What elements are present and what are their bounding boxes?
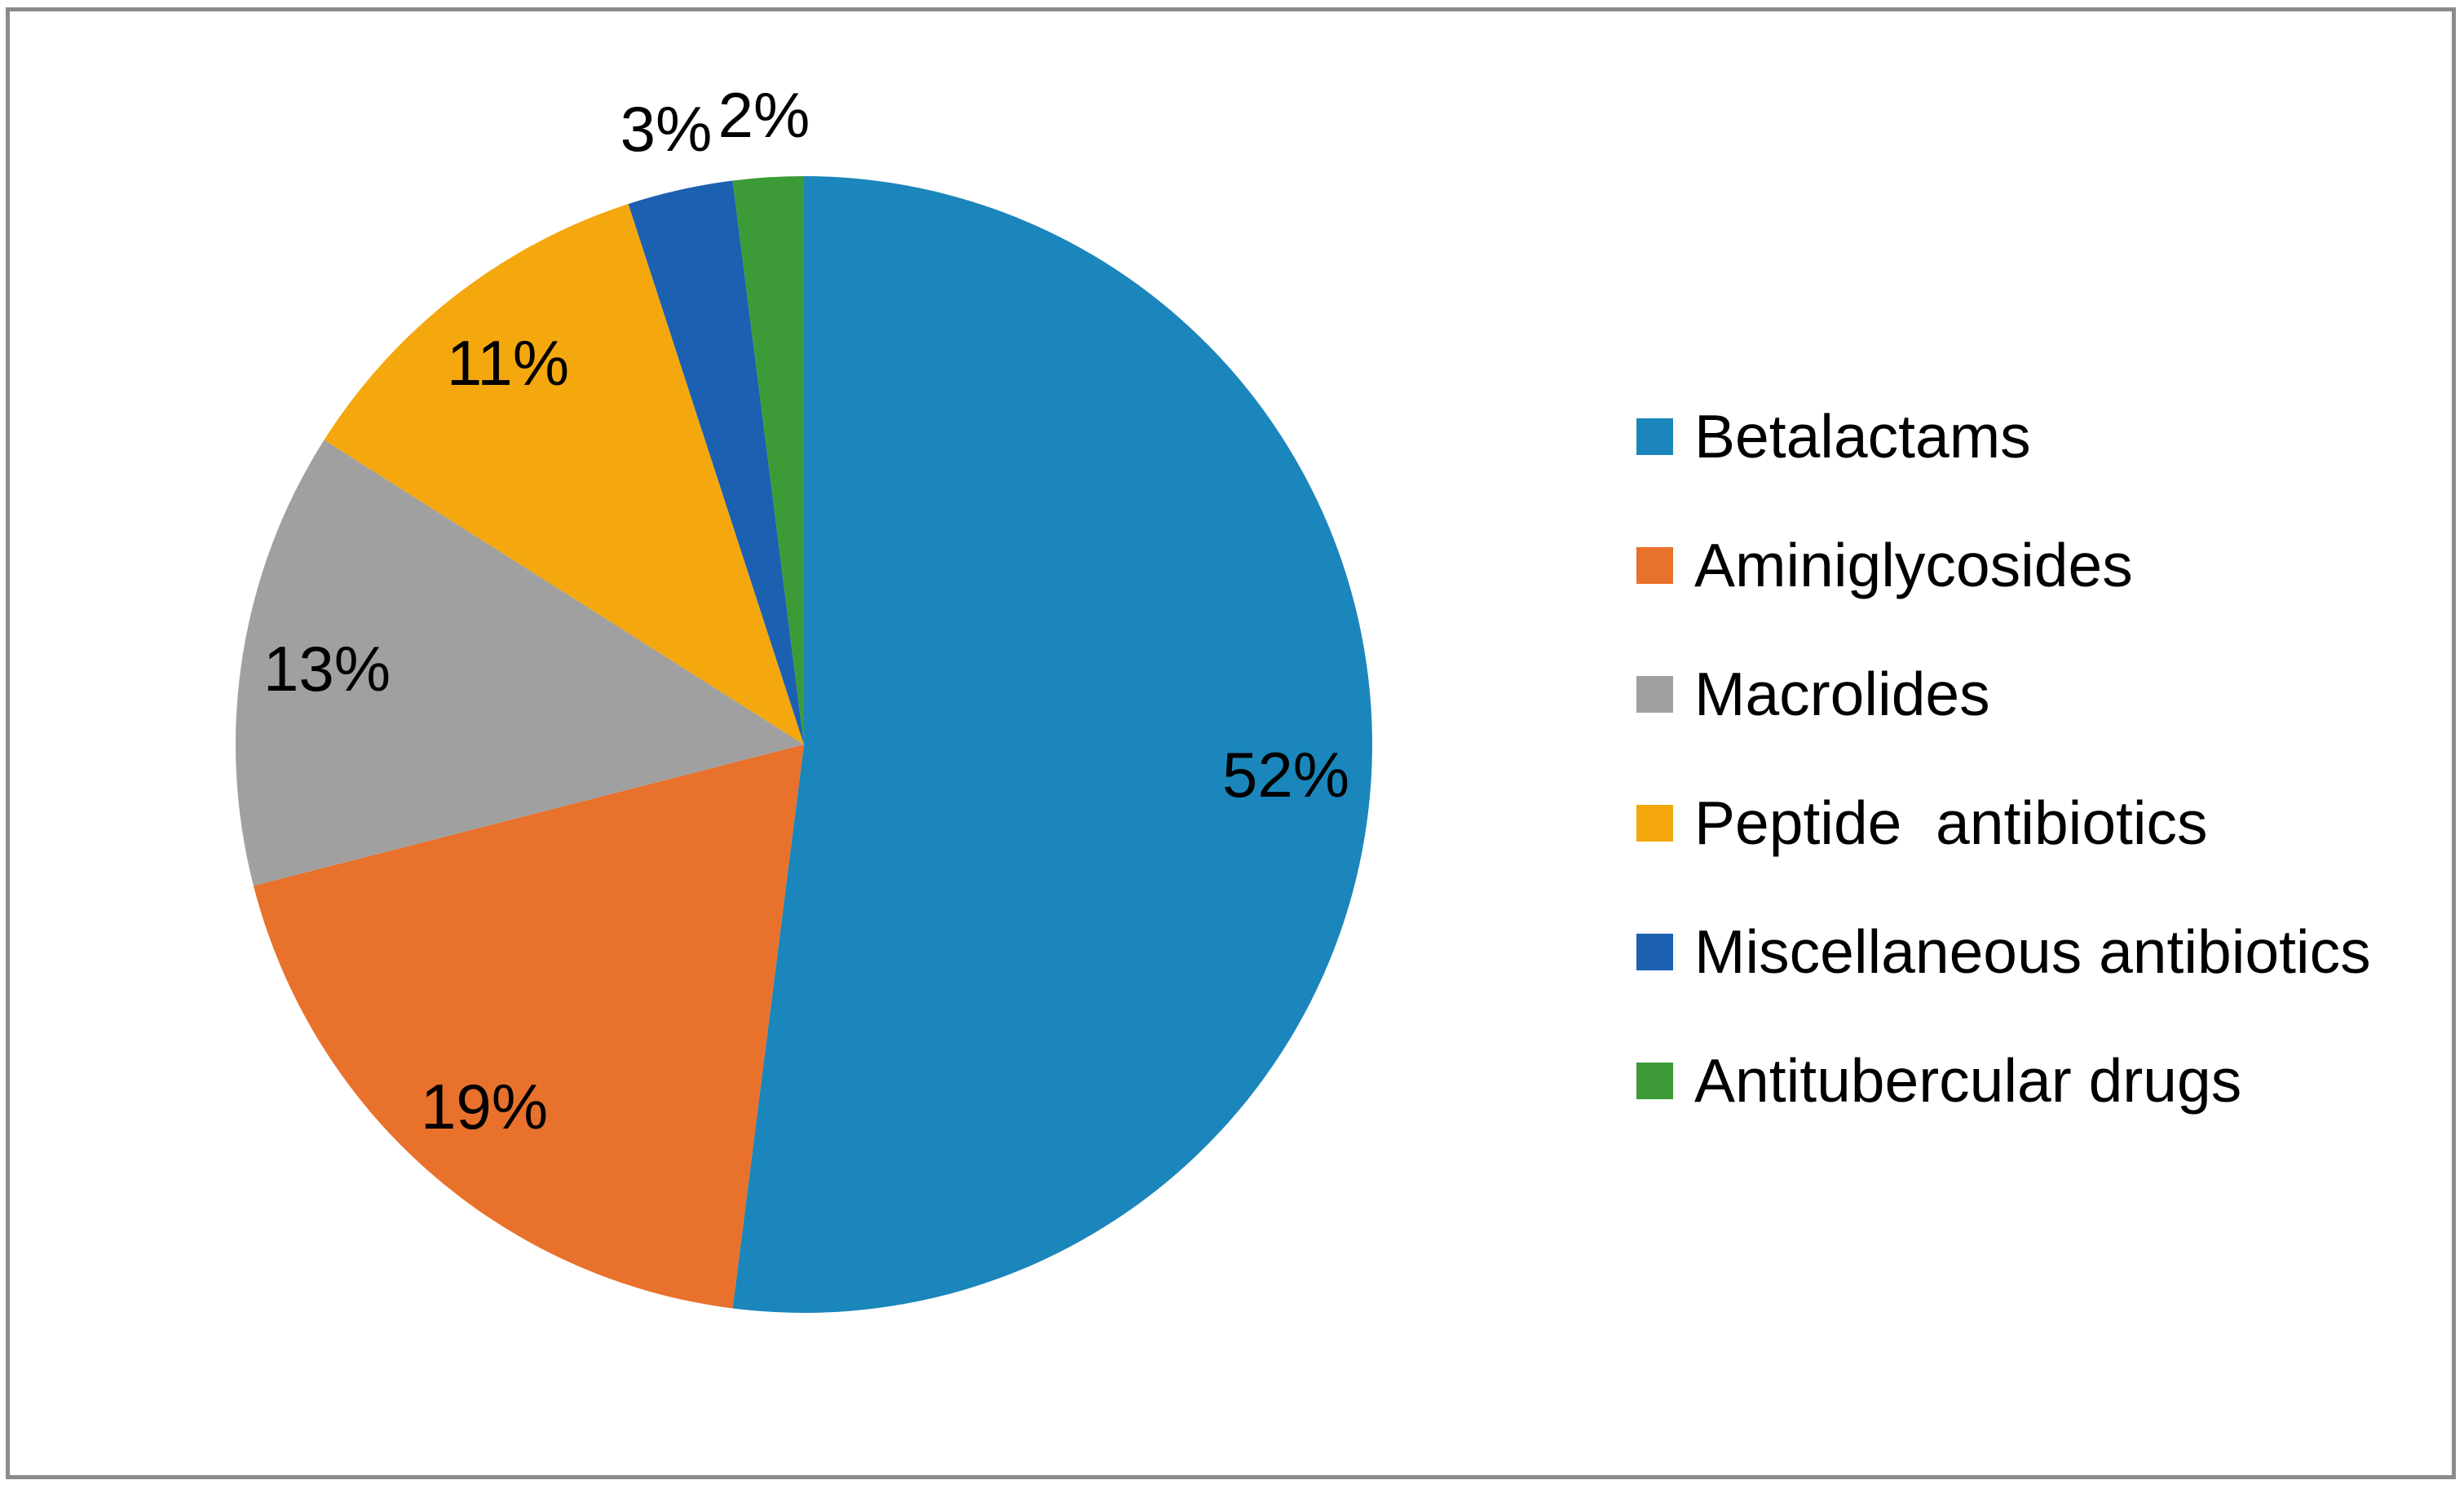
legend-label: Miscellaneous antibiotics: [1694, 917, 2371, 986]
legend-label: Peptide antibiotics: [1694, 788, 2208, 857]
legend-swatch-antitubercular-drugs: [1636, 1062, 1673, 1099]
pie-data-label: 11%: [447, 327, 569, 399]
legend-item-macrolides: Macrolides: [1636, 657, 2371, 731]
legend-swatch-miscellaneous-antibiotics: [1636, 933, 1673, 970]
legend-swatch-aminiglycosides: [1636, 546, 1673, 584]
legend-label: Aminiglycosides: [1694, 530, 2133, 599]
legend-swatch-macrolides: [1636, 675, 1673, 713]
legend: Betalactams Aminiglycosides Macrolides Pept…: [1636, 400, 2371, 1173]
legend-item-antitubercular-drugs: Antitubercular drugs: [1636, 1044, 2371, 1117]
pie-slice-antitubercular-drugs: [732, 176, 804, 744]
pie-slice-miscellaneous-antibiotics: [628, 180, 804, 744]
pie-data-label: 19%: [421, 1071, 548, 1142]
legend-item-betalactams: Betalactams: [1636, 400, 2371, 473]
legend-item-miscellaneous-antibiotics: Miscellaneous antibiotics: [1636, 915, 2371, 988]
pie-slice-aminiglycosides: [253, 744, 804, 1309]
pie-data-label: 52%: [1222, 739, 1349, 811]
legend-item-peptide-antibiotics: Peptide antibiotics: [1636, 786, 2371, 859]
pie-slice-peptide-antibiotics: [324, 204, 804, 745]
legend-label: Macrolides: [1694, 659, 1990, 728]
legend-item-aminiglycosides: Aminiglycosides: [1636, 528, 2371, 602]
legend-swatch-betalactams: [1636, 418, 1673, 455]
legend-label: Betalactams: [1694, 401, 2031, 471]
pie-data-label: 3%: [620, 93, 713, 165]
legend-swatch-peptide-antibiotics: [1636, 804, 1673, 842]
pie-slice-betalactams: [732, 176, 1372, 1313]
legend-label: Antitubercular drugs: [1694, 1045, 2242, 1115]
pie-data-label: 13%: [263, 633, 391, 705]
pie-data-label: 2%: [718, 79, 810, 151]
pie-slice-macrolides: [236, 440, 804, 886]
